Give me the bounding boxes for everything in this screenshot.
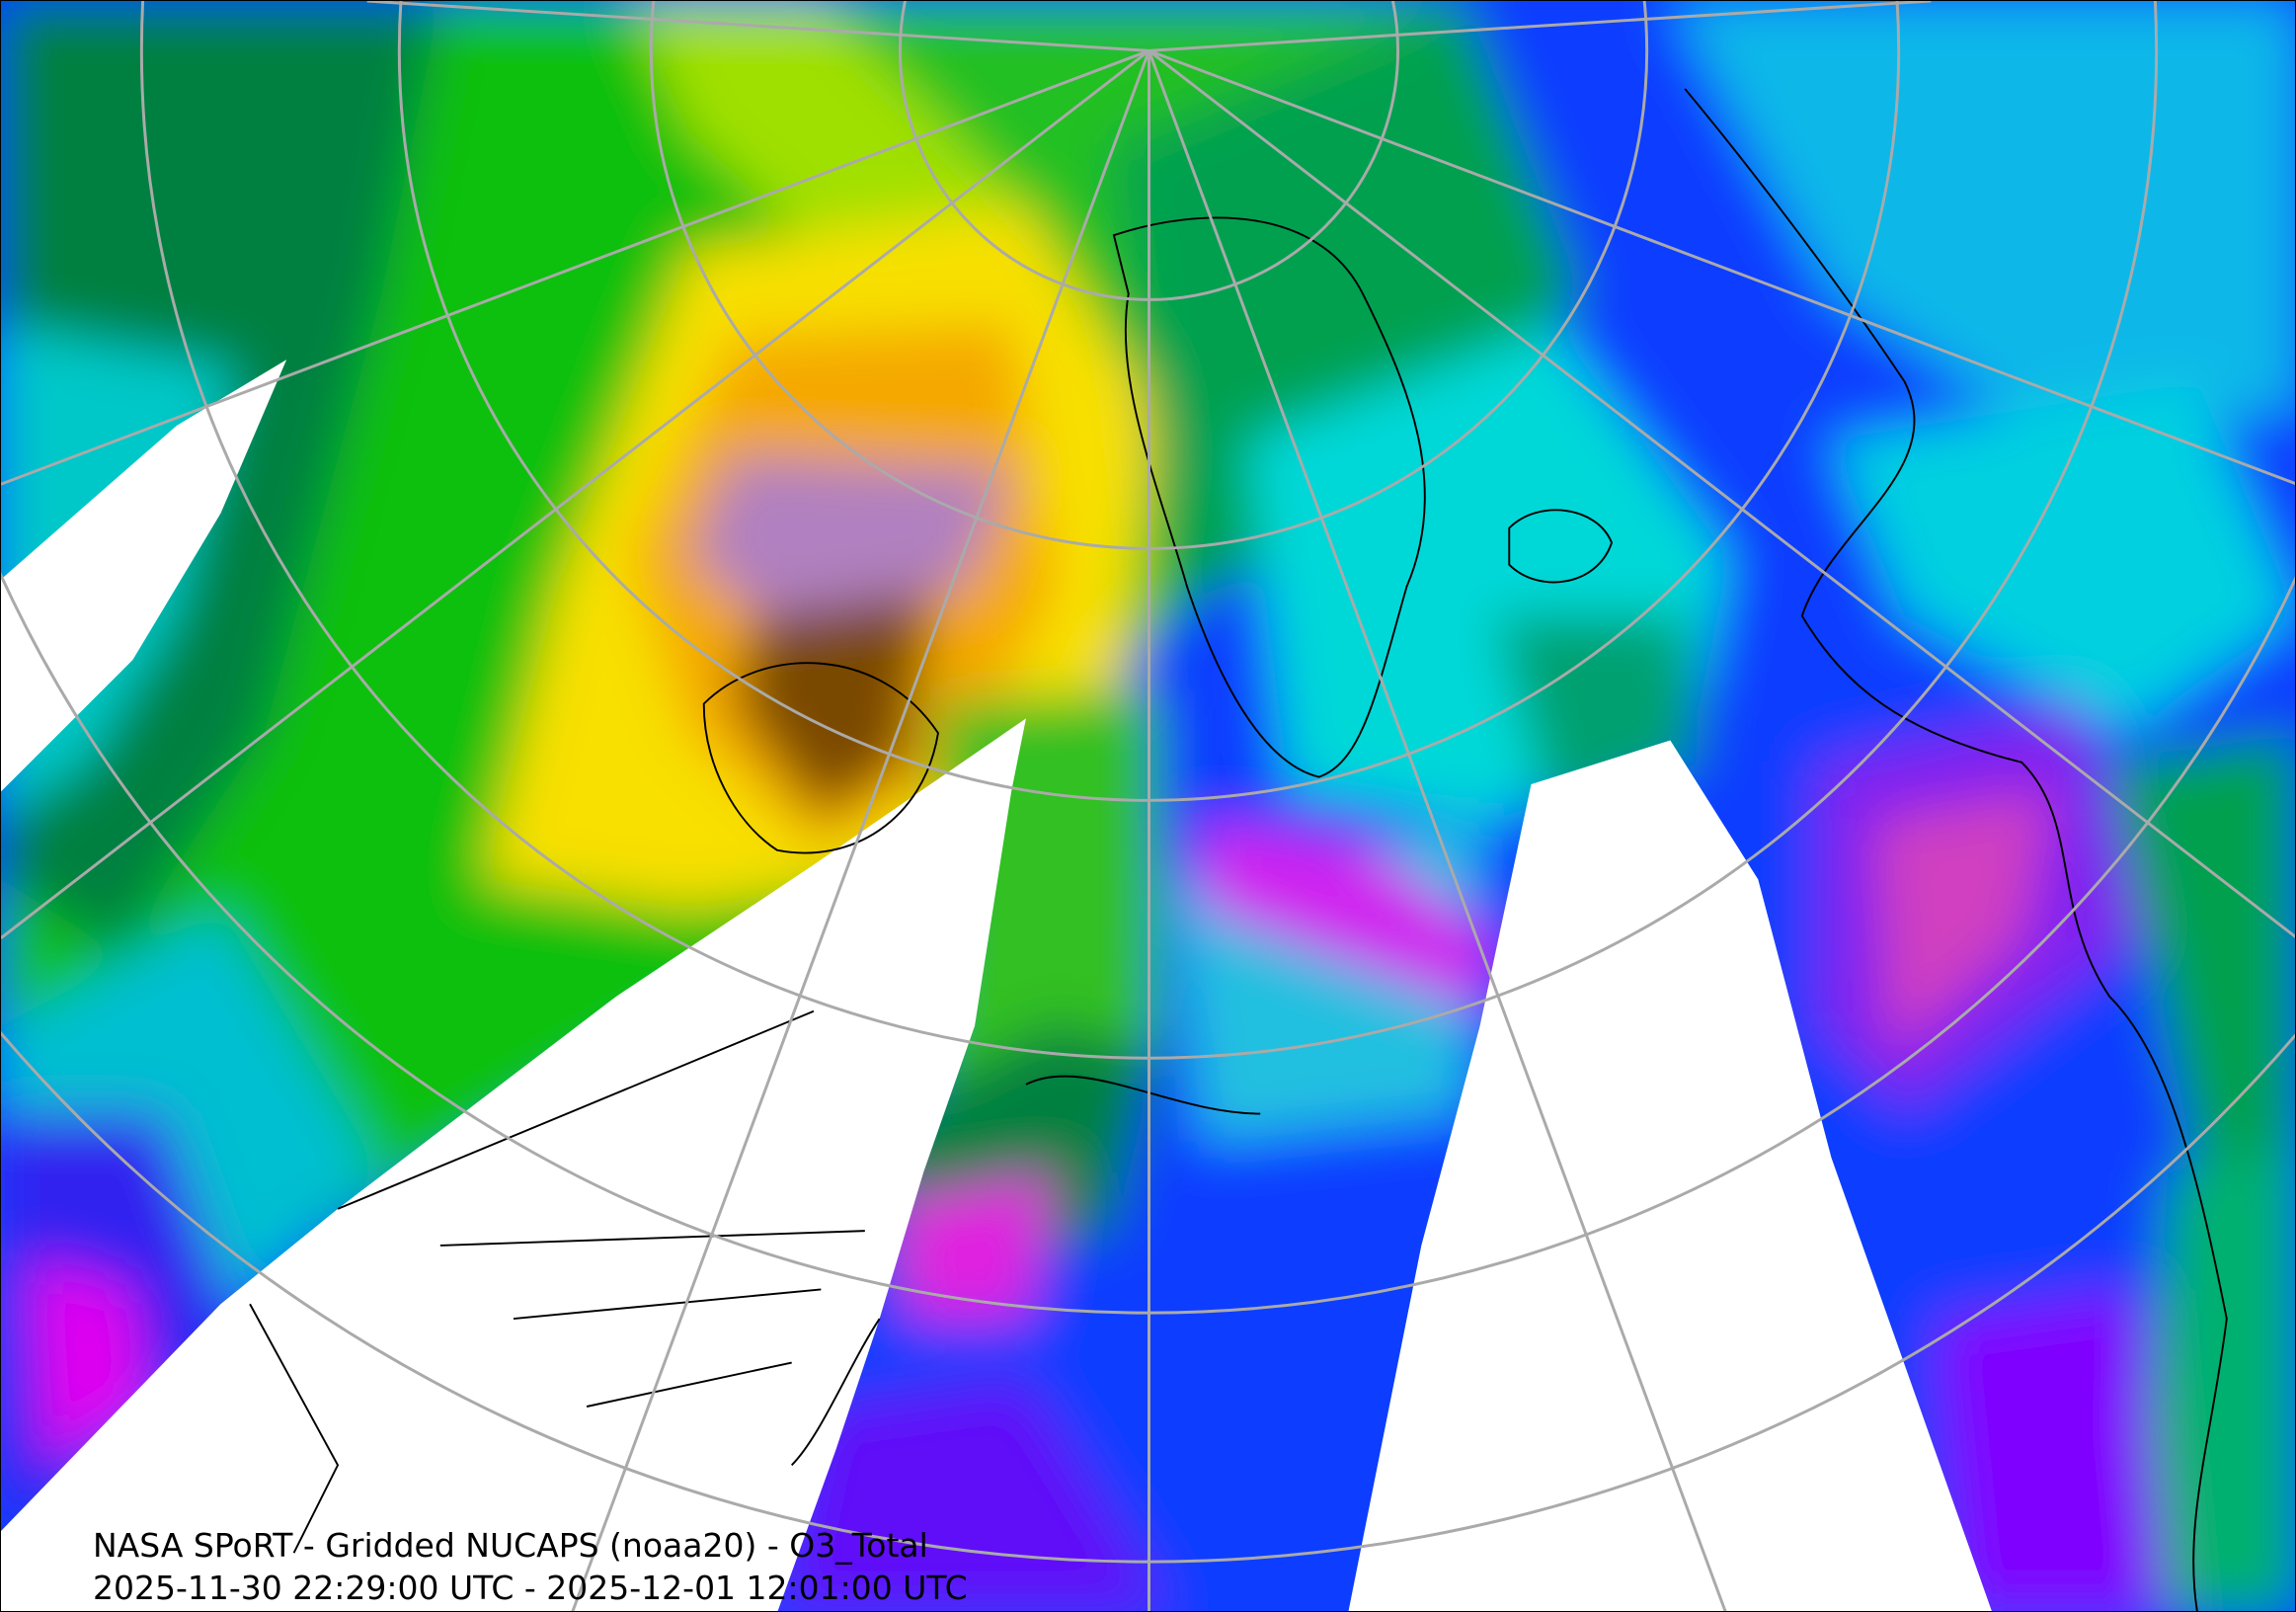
far-right-cyan bbox=[1670, 1, 2295, 441]
greenland-coast bbox=[1112, 216, 1426, 778]
gap-left bbox=[1, 360, 287, 792]
map-title: NASA SPoRT - Gridded NUCAPS (noaa20) - O… bbox=[93, 1526, 928, 1565]
meridian-line bbox=[366, 1, 1149, 52]
meridian-line bbox=[1148, 49, 2295, 485]
meridian-line bbox=[1148, 49, 2295, 938]
bottom-purple bbox=[777, 1377, 1171, 1611]
right-green bbox=[1113, 1, 1583, 616]
gap-right bbox=[1348, 740, 1992, 1611]
meridian-line bbox=[1, 49, 1150, 486]
map-time-range: 2025-11-30 22:29:00 UTC - 2025-12-01 12:… bbox=[93, 1569, 968, 1607]
right-magenta-band bbox=[1201, 821, 1495, 1011]
us-borders bbox=[249, 1009, 865, 1554]
central-lightpurple bbox=[688, 454, 1012, 616]
meridian-line bbox=[1148, 1, 1932, 52]
iceland-coast bbox=[1508, 509, 1614, 584]
meridian-line bbox=[1148, 49, 1727, 1611]
far-right-magenta bbox=[1874, 791, 2051, 1056]
hudson-bay bbox=[702, 662, 939, 854]
no-data-gaps bbox=[1, 360, 1992, 1611]
north-america-east bbox=[791, 1075, 1261, 1466]
gap-central bbox=[1, 718, 1026, 1611]
center-magenta-lower bbox=[894, 1171, 1056, 1320]
far-right-green2 bbox=[2138, 1143, 2295, 1611]
central-brown bbox=[733, 557, 938, 822]
far-right-purple-low bbox=[1934, 1289, 2169, 1611]
meridian-line bbox=[571, 49, 1150, 1611]
far-right-cyan2 bbox=[1831, 381, 2295, 734]
coastlines bbox=[249, 88, 2228, 1611]
far-right-green bbox=[2109, 733, 2295, 1201]
europe-coast bbox=[1684, 88, 2228, 1611]
meridian-line bbox=[1, 49, 1150, 939]
